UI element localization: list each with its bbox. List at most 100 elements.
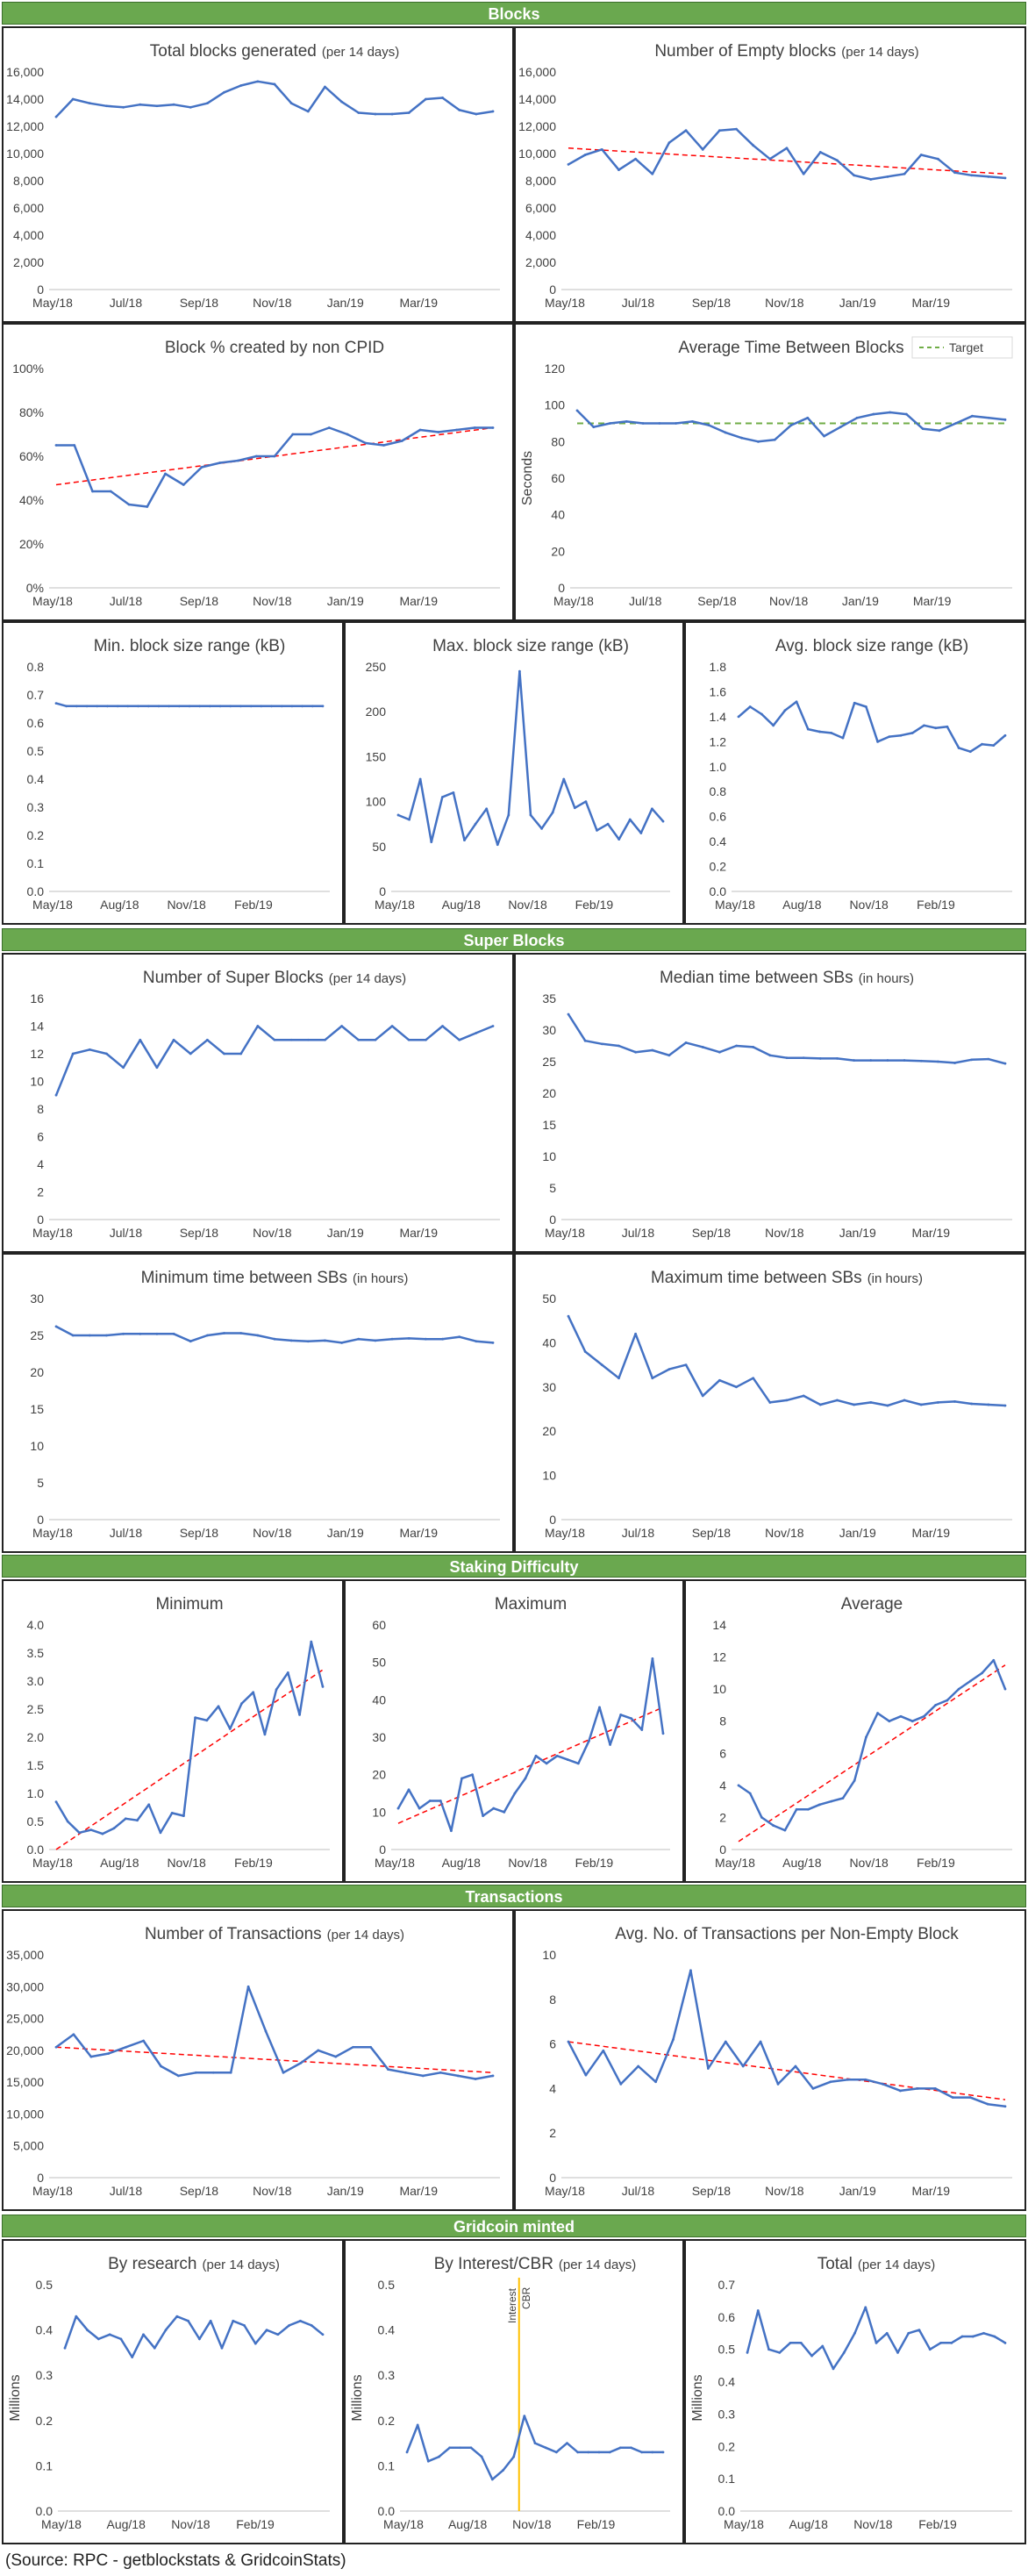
data-point xyxy=(667,1368,671,1371)
y-tick-label: 60 xyxy=(551,471,565,485)
data-point xyxy=(818,1057,822,1060)
data-point xyxy=(211,2071,215,2074)
y-tick-label: 0.2 xyxy=(36,2414,54,2428)
y-tick-label: 14,000 xyxy=(518,92,556,106)
x-tick-label: Aug/18 xyxy=(100,898,139,912)
chart-title-main: Avg. No. of Transactions per Non-Empty B… xyxy=(615,1925,959,1943)
data-point xyxy=(1003,2105,1007,2108)
data-point xyxy=(661,2451,665,2454)
data-point xyxy=(139,1038,142,1041)
chart-title-main: Avg. block size range (kB) xyxy=(775,637,968,655)
data-point xyxy=(223,90,225,94)
chart-title: Minimum time between SBs (in hours) xyxy=(141,1269,409,1287)
chart-title-main: Total xyxy=(817,2255,853,2273)
data-point xyxy=(164,472,167,476)
data-point xyxy=(768,1401,772,1404)
x-tick-label: Jul/18 xyxy=(110,1226,143,1240)
trend-line xyxy=(568,2041,1006,2100)
data-point xyxy=(567,163,570,166)
x-tick-label: Feb/19 xyxy=(575,1856,614,1870)
x-tick-label: May/18 xyxy=(383,2517,424,2531)
data-point xyxy=(421,2074,425,2078)
data-point xyxy=(239,1052,243,1055)
data-point xyxy=(746,2351,749,2354)
data-point xyxy=(220,2346,224,2350)
data-point xyxy=(340,100,344,104)
section-header-minted: Gridcoin minted xyxy=(2,2215,1026,2237)
y-tick-label: 0.6 xyxy=(718,2310,736,2324)
data-point xyxy=(583,1039,587,1042)
y-tick-label: 0.1 xyxy=(36,2458,54,2472)
data-point xyxy=(107,2052,111,2055)
chart-title: Average Time Between Blocks xyxy=(678,339,903,357)
data-point xyxy=(260,705,263,708)
x-tick-label: Nov/18 xyxy=(167,898,206,912)
data-point xyxy=(592,426,596,429)
chart-svg-non_cpid: Block % created by non CPID 0% 20% 40% 60% 80… xyxy=(12,339,500,608)
data-point xyxy=(544,2446,547,2450)
data-point xyxy=(584,800,588,803)
data-point xyxy=(832,2367,835,2371)
chart-svg-min_size: Min. block size range (kB) 0.0 0.1 0.2 0.3 0.… xyxy=(27,637,330,912)
data-point xyxy=(189,1340,192,1343)
data-point xyxy=(921,427,924,431)
data-point xyxy=(706,2067,710,2070)
data-point xyxy=(374,1038,377,1041)
data-point xyxy=(503,1810,506,1814)
y-tick-label: 15 xyxy=(30,1402,44,1416)
chart-panel-stake-max: Maximum 0 10 20 30 40 50 60 May/18 Aug/18 Nov/18 Fe… xyxy=(344,1579,684,1883)
y-tick-label: 8,000 xyxy=(525,174,556,188)
x-tick-label: May/18 xyxy=(545,1226,585,1240)
data-point xyxy=(142,2333,145,2336)
trend-line xyxy=(738,1664,1006,1843)
x-tick-label: Jul/18 xyxy=(622,2184,655,2198)
data-point xyxy=(404,2071,407,2074)
data-point xyxy=(155,104,159,108)
data-point xyxy=(480,2455,483,2458)
data-point xyxy=(651,172,654,175)
data-point xyxy=(752,1046,755,1048)
x-tick-label: Feb/19 xyxy=(234,1856,273,1870)
data-point xyxy=(970,174,974,177)
data-point xyxy=(735,1385,738,1389)
x-tick-label: Feb/19 xyxy=(236,2517,275,2531)
chart-panel-total-blocks: Total blocks generated (per 14 days) 0 2,00… xyxy=(2,26,514,323)
y-tick-label: 20 xyxy=(542,1086,556,1100)
data-point xyxy=(396,1807,400,1810)
data-point xyxy=(153,2346,156,2350)
chart-title-sub: (in hours) xyxy=(859,971,914,986)
data-point xyxy=(357,111,361,114)
y-tick-label: 50 xyxy=(372,1656,386,1670)
chart-title: Avg. block size range (kB) xyxy=(775,637,968,655)
y-tick-label: 20,000 xyxy=(6,2043,44,2057)
y-tick-label: 1.6 xyxy=(710,684,727,698)
x-tick-label: May/18 xyxy=(32,898,73,912)
data-point xyxy=(740,436,744,440)
data-point xyxy=(96,2337,100,2341)
data-point xyxy=(387,2068,389,2072)
data-point xyxy=(428,1800,432,1802)
data-point xyxy=(836,159,839,162)
y-tick-label: 30 xyxy=(542,1380,556,1394)
y-tick-label: 100 xyxy=(545,398,566,412)
data-point xyxy=(950,2341,953,2344)
data-point xyxy=(886,175,889,178)
data-point xyxy=(806,416,810,419)
data-point xyxy=(352,2045,355,2049)
series-line xyxy=(55,1986,494,2080)
data-point xyxy=(218,705,222,708)
x-tick-label: Mar/19 xyxy=(399,594,438,608)
x-tick-label: Aug/18 xyxy=(106,2517,146,2531)
chart-title-main: Average Time Between Blocks xyxy=(678,339,903,357)
y-tick-label: 50 xyxy=(542,1292,556,1306)
data-point xyxy=(830,1800,833,1803)
data-point xyxy=(89,1828,93,1831)
chart-svg-total_minted: Total (per 14 days) 0.0 0.1 0.2 0.3 0.4 0.5 0.6 0… xyxy=(690,2255,1012,2531)
data-point xyxy=(407,1336,410,1340)
y-tick-label: 2 xyxy=(719,1810,726,1824)
chart-svg-avg_tx: Avg. No. of Transactions per Non-Empty B… xyxy=(542,1925,1012,2198)
series-line xyxy=(397,669,664,847)
data-point xyxy=(108,2333,111,2336)
x-tick-label: Mar/19 xyxy=(911,296,950,310)
y-tick-label: 2.5 xyxy=(27,1702,45,1716)
